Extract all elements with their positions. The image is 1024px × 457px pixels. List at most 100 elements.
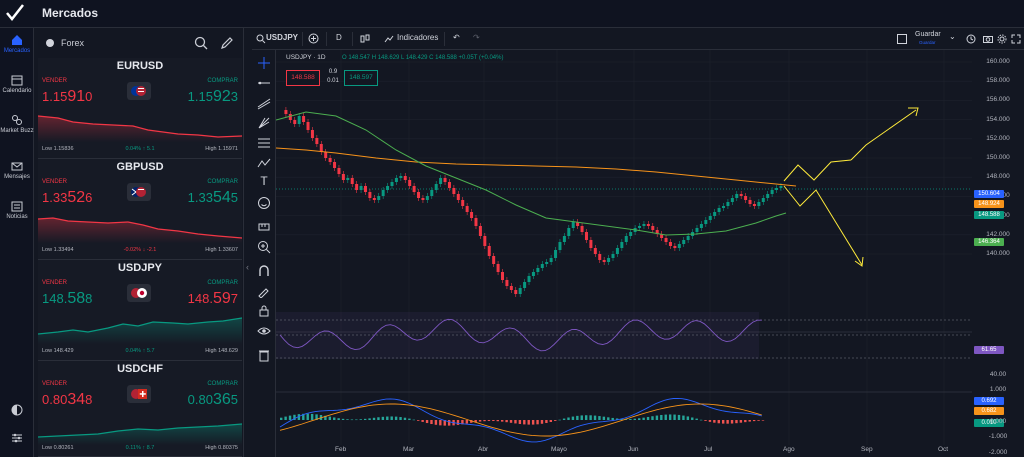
price-axis[interactable]: 160.000 158.000 156.000 154.000 152.000 150.0… <box>972 50 1024 457</box>
candle-body <box>417 192 421 198</box>
buy-price[interactable]: 0.80365 <box>188 391 238 409</box>
macd-bar <box>492 420 495 421</box>
save-button[interactable]: Guardar <box>915 31 941 38</box>
pitchfork-icon[interactable] <box>257 116 271 130</box>
emoji-icon[interactable] <box>257 196 271 210</box>
buy-price[interactable]: 1.15923 <box>188 88 238 106</box>
parallel-channel-icon[interactable] <box>257 96 271 110</box>
candle-body <box>514 290 518 294</box>
sell-price-pips: 91 <box>67 88 86 105</box>
nav-item-label: Market Buzz <box>0 128 34 134</box>
sell-price[interactable]: 0.80348 <box>42 391 92 409</box>
pair-name: GBPUSD <box>116 161 164 173</box>
buy-label: COMPRAR <box>207 78 238 84</box>
redo-icon[interactable]: ↷ <box>473 33 480 42</box>
macd-bar <box>350 419 354 421</box>
nav-item-calendario[interactable]: Calendario <box>0 74 34 95</box>
lock-icon[interactable] <box>257 304 271 318</box>
candle-body <box>355 184 359 190</box>
nav-item-mensajes[interactable]: Mensajes <box>0 160 34 181</box>
sell-price[interactable]: 1.15910 <box>42 88 92 106</box>
trend-line-icon[interactable] <box>257 76 271 90</box>
edit-icon[interactable] <box>220 36 234 50</box>
buy-label: COMPRAR <box>207 280 238 286</box>
macd-bar <box>333 417 336 420</box>
stay-drawing-icon[interactable] <box>257 284 271 298</box>
price-chart[interactable] <box>276 50 972 457</box>
pattern-icon[interactable] <box>257 156 271 170</box>
candle-body <box>629 232 633 236</box>
eye-icon[interactable] <box>257 324 271 338</box>
category-label[interactable]: Forex <box>61 38 85 48</box>
macd-bar <box>739 420 743 423</box>
candle-body <box>461 200 465 206</box>
collapse-panel-icon[interactable]: ‹ <box>246 262 249 272</box>
nav-item-noticias[interactable]: Noticias <box>0 200 34 221</box>
bearish-scenario-arrow <box>783 185 863 266</box>
indicators-icon[interactable] <box>384 34 394 44</box>
sell-price-pips: 52 <box>67 189 86 206</box>
interval-button[interactable]: D <box>336 33 342 42</box>
magnet-icon[interactable] <box>257 264 271 278</box>
nav-item-market-buzz[interactable]: Market Buzz <box>0 114 34 135</box>
sell-price-tail: 0 <box>85 89 93 104</box>
candles-icon[interactable] <box>360 34 370 44</box>
buy-price-pips: 54 <box>212 189 231 206</box>
search-icon[interactable] <box>256 34 266 44</box>
macd-bar <box>549 420 553 423</box>
text-tool-icon[interactable]: T <box>260 174 268 188</box>
alert-clock-icon[interactable] <box>966 34 976 44</box>
market-card-gbpusd[interactable]: GBPUSD VENDER COMPRAR 1.33526 1.33545 Lo… <box>38 159 242 260</box>
indicators-button[interactable]: Indicadores <box>397 33 439 42</box>
sell-price-box[interactable]: 148.588 <box>286 70 320 86</box>
undo-icon[interactable]: ↶ <box>453 33 460 42</box>
buy-label: COMPRAR <box>207 381 238 387</box>
add-symbol-icon[interactable] <box>308 33 319 44</box>
pair-name: EURUSD <box>116 60 164 72</box>
ruler-icon[interactable] <box>257 220 271 234</box>
market-card-eurusd[interactable]: EURUSD VENDER COMPRAR 1.15910 1.15923 Lo… <box>38 58 242 159</box>
sell-price[interactable]: 1.33526 <box>42 189 92 207</box>
market-card-usdchf[interactable]: USDCHF VENDER COMPRAR 0.80348 0.80365 Lo… <box>38 361 242 457</box>
layout-icon[interactable] <box>897 34 907 44</box>
candle-body <box>346 178 350 180</box>
low-value: Low 0.80261 <box>42 445 74 451</box>
candle-body <box>474 218 478 226</box>
macd-bar <box>355 419 358 421</box>
macd-bar <box>425 420 429 424</box>
candle-body <box>333 162 337 168</box>
fib-retracement-icon[interactable] <box>257 136 271 150</box>
macd-bar <box>629 418 632 420</box>
buy-price[interactable]: 148.597 <box>188 290 238 308</box>
sell-price[interactable]: 148.588 <box>42 290 92 308</box>
buy-price[interactable]: 1.33545 <box>188 189 238 207</box>
candle-body <box>540 264 544 268</box>
candle-body <box>421 198 425 200</box>
market-card-usdjpy[interactable]: USDJPY VENDER COMPRAR 148.588 148.597 Lo… <box>38 260 242 361</box>
theme-toggle-icon[interactable] <box>11 404 23 416</box>
sell-price-tail: 6 <box>85 190 93 205</box>
settings-sliders-icon[interactable] <box>11 432 23 444</box>
trash-icon[interactable] <box>257 348 271 362</box>
zoom-in-icon[interactable] <box>257 240 271 254</box>
fullscreen-icon[interactable] <box>1011 34 1021 44</box>
gear-icon[interactable] <box>997 34 1007 44</box>
save-dropdown-icon[interactable]: ⌄ <box>949 32 956 41</box>
time-tick: Feb <box>335 446 347 453</box>
camera-icon[interactable] <box>983 34 993 44</box>
search-icon[interactable] <box>194 36 208 50</box>
candle-body <box>456 194 460 200</box>
candle-body <box>615 248 619 254</box>
candle-body <box>337 168 341 174</box>
crosshair-icon[interactable] <box>257 56 271 70</box>
flag-us-ch-icon <box>127 385 151 403</box>
buy-price-box[interactable]: 148.597 <box>344 70 378 86</box>
macd-bar <box>341 418 345 420</box>
candle-body <box>748 200 752 204</box>
chart-area: USDJPY D Indicadores ↶ ↷ Guardar Guardar… <box>252 28 1024 457</box>
nav-item-mercados[interactable]: Mercados <box>0 34 34 55</box>
chart-legend[interactable]: USDJPY · 1D <box>286 54 326 61</box>
brand-check-icon[interactable] <box>4 2 26 24</box>
symbol-button[interactable]: USDJPY <box>266 33 299 42</box>
candle-body <box>660 234 664 238</box>
